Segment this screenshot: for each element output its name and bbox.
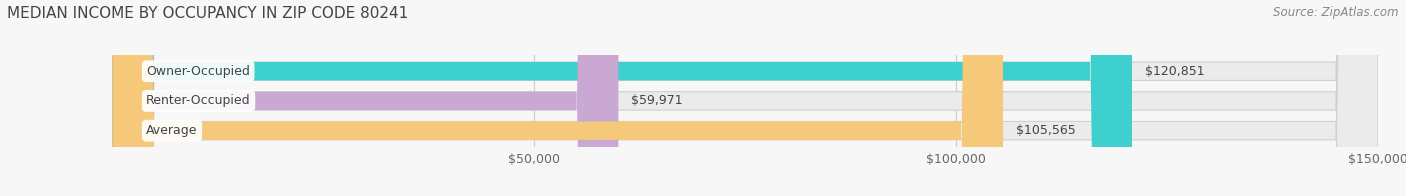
Text: $105,565: $105,565 [1015, 124, 1076, 137]
FancyBboxPatch shape [112, 0, 619, 196]
Text: Owner-Occupied: Owner-Occupied [146, 65, 250, 78]
Text: Renter-Occupied: Renter-Occupied [146, 94, 250, 107]
Text: MEDIAN INCOME BY OCCUPANCY IN ZIP CODE 80241: MEDIAN INCOME BY OCCUPANCY IN ZIP CODE 8… [7, 6, 408, 21]
FancyBboxPatch shape [112, 0, 1378, 196]
FancyBboxPatch shape [112, 0, 1378, 196]
Text: $120,851: $120,851 [1144, 65, 1205, 78]
Text: $59,971: $59,971 [631, 94, 683, 107]
FancyBboxPatch shape [112, 0, 1378, 196]
FancyBboxPatch shape [112, 0, 1002, 196]
Text: Source: ZipAtlas.com: Source: ZipAtlas.com [1274, 6, 1399, 19]
Text: Average: Average [146, 124, 198, 137]
FancyBboxPatch shape [112, 0, 1132, 196]
